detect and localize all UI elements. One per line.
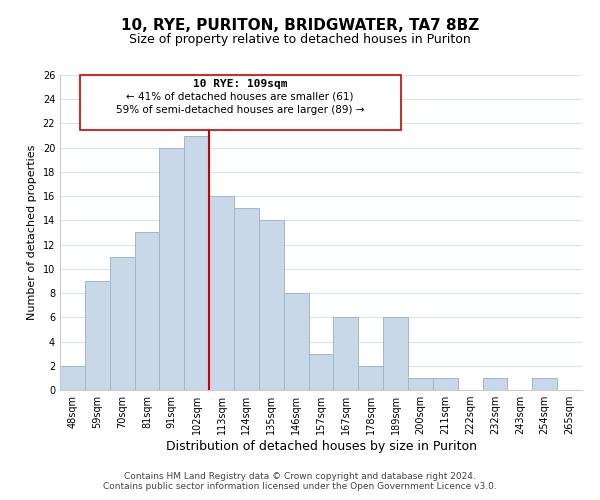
Bar — [358, 366, 383, 390]
Bar — [60, 366, 85, 390]
X-axis label: Distribution of detached houses by size in Puriton: Distribution of detached houses by size … — [166, 440, 476, 453]
Bar — [532, 378, 557, 390]
Text: Size of property relative to detached houses in Puriton: Size of property relative to detached ho… — [129, 32, 471, 46]
Bar — [308, 354, 334, 390]
Bar — [184, 136, 209, 390]
Bar — [85, 281, 110, 390]
Bar — [259, 220, 284, 390]
Bar — [334, 318, 358, 390]
Bar — [408, 378, 433, 390]
Bar — [284, 293, 308, 390]
Bar — [134, 232, 160, 390]
Text: Contains public sector information licensed under the Open Government Licence v3: Contains public sector information licen… — [103, 482, 497, 491]
Bar — [110, 256, 134, 390]
Bar — [209, 196, 234, 390]
Text: 10, RYE, PURITON, BRIDGWATER, TA7 8BZ: 10, RYE, PURITON, BRIDGWATER, TA7 8BZ — [121, 18, 479, 32]
Bar — [433, 378, 458, 390]
Text: 10 RYE: 109sqm: 10 RYE: 109sqm — [193, 79, 287, 89]
Bar — [383, 318, 408, 390]
Text: ← 41% of detached houses are smaller (61): ← 41% of detached houses are smaller (61… — [127, 92, 354, 102]
FancyBboxPatch shape — [80, 75, 401, 130]
Bar — [482, 378, 508, 390]
Y-axis label: Number of detached properties: Number of detached properties — [27, 145, 37, 320]
Bar — [160, 148, 184, 390]
Text: 59% of semi-detached houses are larger (89) →: 59% of semi-detached houses are larger (… — [116, 106, 364, 116]
Text: Contains HM Land Registry data © Crown copyright and database right 2024.: Contains HM Land Registry data © Crown c… — [124, 472, 476, 481]
Bar — [234, 208, 259, 390]
